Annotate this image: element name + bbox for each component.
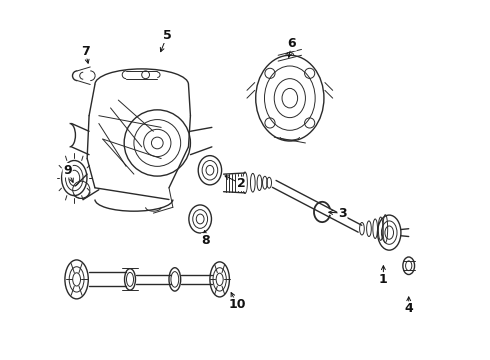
Text: 1: 1 [379,273,388,286]
Text: 5: 5 [163,29,172,42]
Text: 9: 9 [63,164,72,177]
Text: 2: 2 [237,177,245,190]
Text: 10: 10 [228,298,246,311]
Text: 6: 6 [288,37,296,50]
Text: 3: 3 [338,207,347,220]
Text: 7: 7 [81,45,90,58]
Text: 8: 8 [202,234,210,247]
Text: 4: 4 [404,302,413,315]
